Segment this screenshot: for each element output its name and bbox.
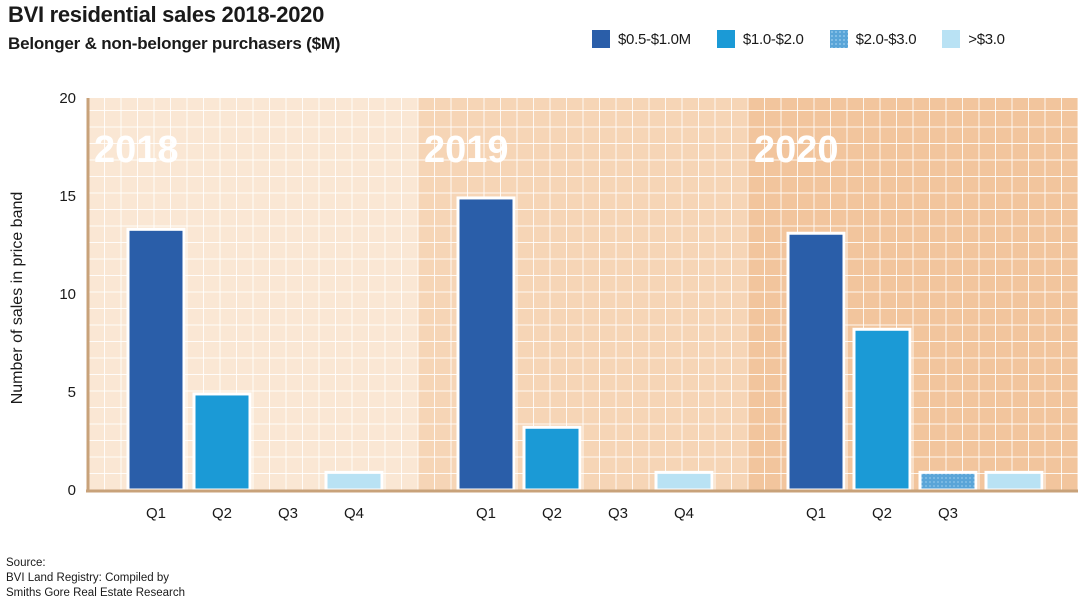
legend-item: $0.5-$1.0M xyxy=(592,30,691,48)
bar xyxy=(126,227,186,492)
x-tick-label: Q1 xyxy=(146,505,166,522)
legend-label: $1.0-$2.0 xyxy=(742,30,804,48)
legend-label: $2.0-$3.0 xyxy=(855,30,917,48)
bar xyxy=(654,470,714,492)
y-tick-label: 20 xyxy=(59,90,76,107)
legend-item: $1.0-$2.0 xyxy=(716,30,804,48)
x-tick-label: Q1 xyxy=(806,505,826,522)
y-tick-label: 15 xyxy=(59,188,76,205)
bar xyxy=(324,470,384,492)
bar xyxy=(852,327,912,492)
x-tick-label: Q2 xyxy=(542,505,562,522)
x-tick-label: Q3 xyxy=(608,505,628,522)
legend-label: >$3.0 xyxy=(968,30,1005,48)
x-tick-label: Q4 xyxy=(674,505,694,522)
bar xyxy=(192,392,252,492)
legend-swatch xyxy=(592,30,610,48)
legend-swatch xyxy=(716,30,735,48)
chart-subtitle: Belonger & non-belonger purchasers ($M) xyxy=(8,34,341,53)
legend: $0.5-$1.0M $1.0-$2.0 $2.0-$3.0 >$3.0 xyxy=(592,30,1031,48)
bar xyxy=(522,425,582,492)
y-tick-label: 0 xyxy=(68,482,76,499)
x-tick-label: Q2 xyxy=(212,505,232,522)
source-note: Source: BVI Land Registry: Compiled by S… xyxy=(6,556,185,601)
source-line: Smiths Gore Real Estate Research xyxy=(6,587,185,599)
bar xyxy=(918,470,978,492)
chart-title: BVI residential sales 2018-2020 xyxy=(8,2,325,27)
source-line: BVI Land Registry: Compiled by xyxy=(6,572,169,584)
x-tick-label: Q2 xyxy=(872,505,892,522)
bar xyxy=(786,231,846,492)
x-tick-label: Q4 xyxy=(344,505,364,522)
year-label: 2019 xyxy=(424,129,509,171)
year-label: 2018 xyxy=(94,129,179,171)
legend-item: >$3.0 xyxy=(942,30,1005,48)
x-tick-label: Q3 xyxy=(938,505,958,522)
source-heading: Source: xyxy=(6,557,46,569)
bar xyxy=(456,196,516,492)
legend-label: $0.5-$1.0M xyxy=(618,30,691,48)
x-tick-label: Q3 xyxy=(278,505,298,522)
legend-item: $2.0-$3.0 xyxy=(829,30,917,48)
x-tick-label: Q1 xyxy=(476,505,496,522)
legend-swatch xyxy=(829,30,848,48)
y-tick-label: 10 xyxy=(59,286,76,303)
y-axis-label: Number of sales in price band xyxy=(9,192,26,405)
legend-swatch xyxy=(942,30,961,48)
bar xyxy=(984,470,1044,492)
year-label: 2020 xyxy=(754,129,839,171)
y-tick-label: 5 xyxy=(68,384,76,401)
